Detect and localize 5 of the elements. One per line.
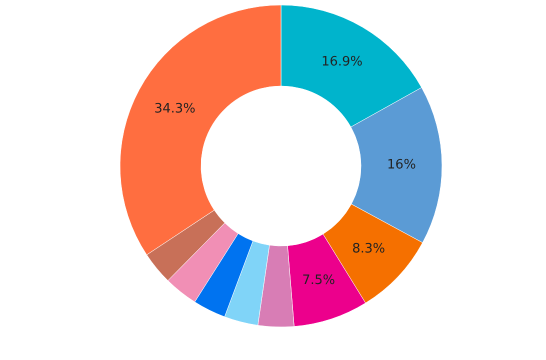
data-label: 34.3% [154,101,196,116]
data-label: 8.3% [352,241,386,256]
data-label: 7.5% [302,272,336,288]
data-label: 16% [387,158,416,173]
data-label: 16.9% [321,54,363,70]
